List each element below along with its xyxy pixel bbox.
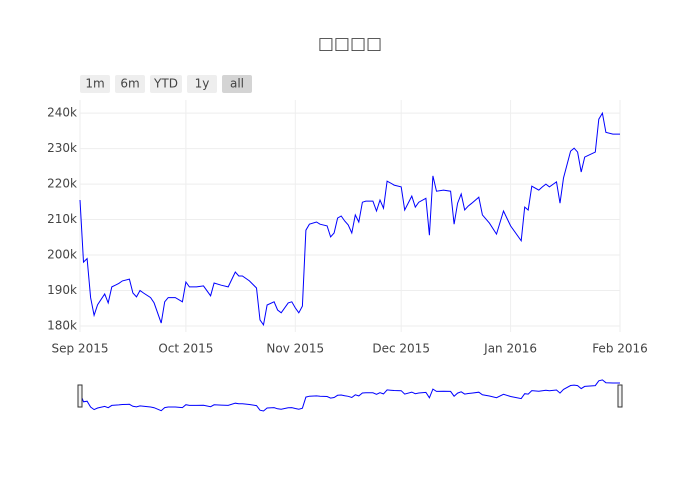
range-slider-handle[interactable] [77,384,83,408]
range-button[interactable] [187,75,217,93]
y-tick-label: 220k [47,177,77,191]
range-slider [80,378,620,412]
range-button-label[interactable]: all [230,77,244,91]
range-slider-line [79,379,620,412]
range-button-label[interactable]: 1y [195,77,210,91]
y-tick-label: 180k [47,318,77,332]
x-tick-label: Jan 2016 [483,342,537,356]
x-tick-label: Dec 2015 [372,342,430,356]
y-tick-label: 200k [47,248,77,262]
y-tick-label: 240k [47,106,77,120]
chart-title: □□□□ [318,34,382,54]
range-button[interactable] [150,75,182,93]
range-button[interactable] [115,75,145,93]
range-button-label[interactable]: 1m [85,77,104,91]
range-slider-handle[interactable] [617,384,623,408]
x-tick-label: Feb 2016 [592,342,648,356]
y-tick-label: 230k [47,141,77,155]
y-tick-label: 190k [47,283,77,297]
y-tick-label: 210k [47,212,77,226]
line-series [79,111,620,327]
x-tick-label: Sep 2015 [52,342,109,356]
range-button-label[interactable]: 6m [120,77,139,91]
range-button[interactable] [80,75,110,93]
range-button-label[interactable]: YTD [153,77,178,91]
x-tick-label: Nov 2015 [266,342,324,356]
x-tick-label: Oct 2015 [158,342,213,356]
range-button[interactable] [222,75,252,93]
